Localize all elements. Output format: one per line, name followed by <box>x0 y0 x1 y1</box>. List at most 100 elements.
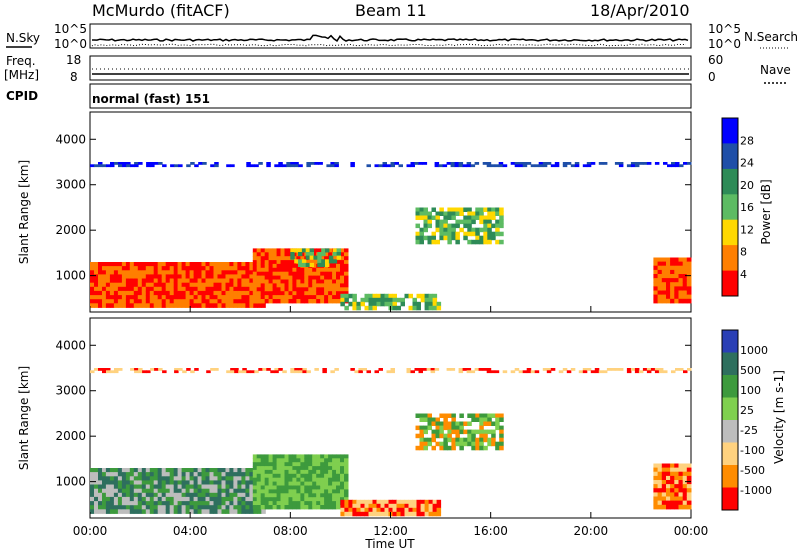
power-region-cell <box>169 295 175 300</box>
power-region-cell <box>332 267 337 273</box>
power-region-cell <box>98 290 103 296</box>
power-region-cell <box>336 263 341 269</box>
power-region-cell <box>161 290 167 296</box>
velocity-region-cell <box>666 480 671 485</box>
velocity-region-cell <box>682 504 688 510</box>
power-region-cell <box>614 162 620 165</box>
power-region-cell <box>217 278 222 284</box>
power-region-cell <box>201 290 206 296</box>
power-region-cell <box>252 279 258 284</box>
velocity-region-cell <box>145 501 151 506</box>
velocity-region-cell <box>304 505 309 510</box>
power-region-cell <box>301 262 307 267</box>
velocity-region-cell <box>153 472 159 477</box>
velocity-region-cell <box>296 458 301 463</box>
power-region-cell <box>133 295 139 300</box>
velocity-region-cell <box>336 466 341 471</box>
velocity-region-cell <box>288 454 293 459</box>
velocity-region-cell <box>237 492 242 498</box>
velocity-region-cell <box>336 505 341 510</box>
power-region-cell <box>321 259 326 264</box>
power-region-cell <box>249 282 254 288</box>
power-region-cell <box>268 283 274 288</box>
velocity-region-cell <box>678 496 684 502</box>
velocity-region-cell <box>113 472 119 477</box>
power-region-cell <box>423 215 428 220</box>
power-region-cell <box>193 278 199 284</box>
velocity-region-cell <box>292 485 297 490</box>
power-region-cell <box>102 278 107 284</box>
velocity-region-cell <box>145 480 151 485</box>
power-region-cell <box>392 293 397 299</box>
power-region-cell <box>145 290 151 296</box>
power-region-cell <box>483 235 488 241</box>
velocity-region-cell <box>174 370 179 374</box>
power-region-cell <box>328 252 333 257</box>
velocity-region-cell <box>296 454 301 459</box>
power-region-cell <box>316 275 321 280</box>
power-region-cell <box>249 262 254 267</box>
power-region-cell <box>340 256 345 261</box>
power-region-cell <box>193 270 199 275</box>
power-region-cell <box>145 278 151 284</box>
power-region-cell <box>661 274 667 279</box>
power-region-cell <box>298 164 303 168</box>
velocity-region-cell <box>360 507 365 513</box>
power-region-cell <box>186 164 191 168</box>
velocity-region-cell <box>274 370 279 374</box>
power-region-cell <box>670 274 675 279</box>
power-region-cell <box>483 231 488 237</box>
power-region-cell <box>280 256 285 261</box>
velocity-region-cell <box>241 492 246 498</box>
power-region-cell <box>117 266 123 271</box>
power-region-cell <box>312 279 317 284</box>
power-region-cell <box>470 164 476 168</box>
power-region-cell <box>292 299 297 304</box>
power-region-cell <box>686 290 692 296</box>
velocity-region-cell <box>260 489 266 494</box>
power-region-cell <box>272 287 278 292</box>
velocity-region-cell <box>173 476 179 481</box>
power-region-cell <box>451 227 456 233</box>
velocity-region-cell <box>113 488 119 494</box>
velocity-region-cell <box>332 481 337 486</box>
velocity-region-cell <box>121 472 127 477</box>
velocity-region-cell <box>427 421 432 426</box>
velocity-region-cell <box>296 505 301 510</box>
velocity-region-cell <box>443 437 448 443</box>
velocity-region-cell <box>189 505 195 510</box>
velocity-region-cell <box>209 468 214 473</box>
velocity-region-cell <box>105 480 111 485</box>
velocity-region-cell <box>653 475 659 481</box>
velocity-region-cell <box>466 370 472 374</box>
power-region-cell <box>260 252 266 257</box>
velocity-region-cell <box>213 501 218 506</box>
power-region-cell <box>674 282 679 287</box>
power-region-cell <box>90 270 95 275</box>
power-region-cell <box>161 270 167 275</box>
velocity-region-cell <box>594 368 600 371</box>
velocity-region-cell <box>308 501 313 506</box>
velocity-region-cell <box>181 501 187 506</box>
velocity-region-cell <box>646 368 652 371</box>
power-region-cell <box>165 286 171 292</box>
velocity-region-cell <box>336 462 341 467</box>
power-region-cell <box>304 299 309 304</box>
power-region-cell <box>213 295 218 300</box>
power-region-cell <box>498 164 504 168</box>
velocity-region-cell <box>94 492 99 498</box>
velocity-region-cell <box>570 368 576 371</box>
velocity-region-cell <box>272 481 278 486</box>
velocity-region-cell <box>475 441 480 447</box>
velocity-region-cell <box>292 466 297 471</box>
velocity-region-cell <box>390 370 395 374</box>
velocity-region-cell <box>276 485 282 490</box>
velocity-region-cell <box>479 437 484 443</box>
velocity-region-cell <box>157 484 163 490</box>
velocity-region-cell <box>406 368 411 371</box>
velocity-colorbar-frame <box>721 329 739 511</box>
power-region-cell <box>121 282 127 288</box>
power-region-cell <box>90 290 95 296</box>
velocity-region-cell <box>686 488 692 493</box>
velocity-region-cell <box>109 472 115 477</box>
